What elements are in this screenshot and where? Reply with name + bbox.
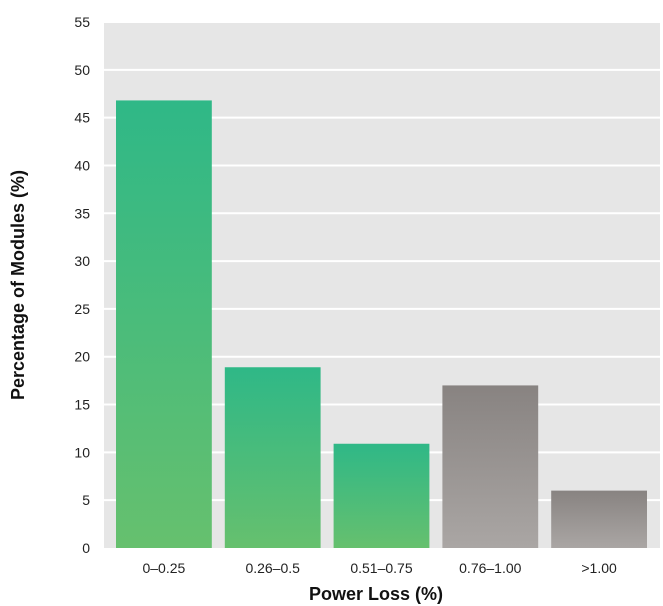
y-tick-label: 50 [74, 62, 90, 78]
y-tick-label: 20 [74, 349, 90, 365]
y-axis-ticks: 0 5 10 15 20 25 30 35 40 45 50 55 [74, 14, 90, 556]
y-tick-label: 55 [74, 14, 90, 30]
y-tick-label: 45 [74, 110, 90, 126]
x-axis-title: Power Loss (%) [309, 584, 443, 604]
y-tick-label: 35 [74, 205, 90, 221]
y-tick-label: 10 [74, 444, 90, 460]
bar [551, 490, 647, 548]
y-tick-label: 15 [74, 397, 90, 413]
y-tick-label: 30 [74, 253, 90, 269]
y-tick-label: 25 [74, 301, 90, 317]
y-tick-label: 40 [74, 157, 90, 173]
y-tick-label: 5 [82, 492, 90, 508]
bars [116, 100, 647, 549]
y-axis-title: Percentage of Modules (%) [8, 170, 28, 400]
x-tick-label: 0.76–1.00 [459, 560, 521, 576]
bar [442, 385, 539, 548]
bar [333, 443, 430, 548]
x-axis-ticks: 0–0.25 0.26–0.5 0.51–0.75 0.76–1.00 >1.00 [142, 560, 617, 576]
y-tick-label: 0 [82, 540, 90, 556]
x-tick-label: >1.00 [581, 560, 617, 576]
x-tick-label: 0–0.25 [142, 560, 185, 576]
x-tick-label: 0.26–0.5 [245, 560, 300, 576]
x-tick-label: 0.51–0.75 [350, 560, 412, 576]
bar [116, 100, 212, 549]
bar [224, 367, 321, 548]
